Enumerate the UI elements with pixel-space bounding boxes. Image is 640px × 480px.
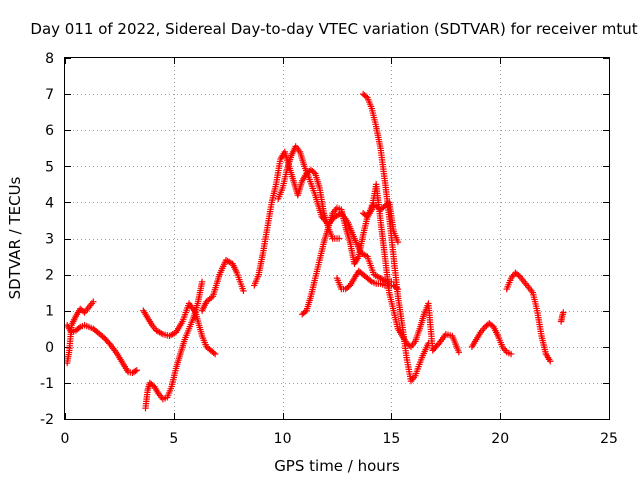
- series-arc-m: [503, 269, 554, 365]
- x-tick-label: 20: [491, 431, 509, 447]
- data-point: [106, 340, 113, 347]
- series-arc-h: [298, 199, 402, 318]
- data-point: [301, 308, 309, 316]
- y-tick-label: 5: [45, 159, 54, 175]
- y-tick-label: 7: [45, 87, 54, 103]
- tick-labels: 0 5 10 15 20 25 -2 -1 0 1 2 3 4 5 6 7 8: [40, 51, 618, 447]
- y-tick-label: -1: [40, 376, 54, 392]
- data-point: [75, 324, 82, 332]
- chart-title: Day 011 of 2022, Sidereal Day-to-day VTE…: [30, 20, 637, 38]
- y-tick-label: 3: [45, 232, 54, 248]
- y-tick-label: 0: [45, 340, 54, 356]
- series-arc-i: [333, 267, 402, 293]
- data-point: [507, 350, 515, 358]
- data-point: [132, 367, 139, 375]
- data-point: [406, 342, 413, 349]
- x-tick-label: 10: [274, 431, 292, 447]
- x-axis-label: GPS time / hours: [274, 457, 400, 475]
- y-tick-label: 8: [45, 51, 54, 67]
- data-point: [515, 272, 522, 279]
- series-arc-d: [142, 278, 206, 412]
- series-arc-f: [251, 148, 343, 289]
- data-point: [210, 349, 217, 357]
- y-tick-label: 4: [45, 195, 54, 211]
- data-point: [79, 308, 87, 315]
- data-point: [434, 341, 442, 348]
- data-point: [211, 350, 219, 358]
- data-point: [90, 298, 97, 305]
- series-arc-n: [557, 309, 567, 325]
- data-point: [133, 367, 141, 374]
- data-point: [335, 235, 343, 242]
- data-point: [367, 277, 374, 284]
- data-point: [547, 358, 554, 365]
- y-axis-label: SDTVAR / TECUs: [6, 176, 24, 299]
- x-tick-label: 15: [382, 431, 400, 447]
- y-tick-label: 2: [45, 268, 54, 284]
- data-point: [310, 169, 317, 176]
- series-arc-a: [63, 321, 141, 376]
- data-point: [394, 238, 402, 246]
- series-arc-b: [63, 298, 97, 367]
- series-arc-c: [140, 300, 219, 358]
- data-point: [362, 93, 370, 100]
- data-point: [560, 309, 567, 316]
- series-arc-k: [359, 181, 463, 356]
- x-tick-label: 25: [600, 431, 618, 447]
- data-points: [63, 90, 567, 412]
- series-arc-e: [198, 256, 247, 314]
- data-point: [455, 349, 463, 356]
- series-arc-l: [468, 320, 515, 358]
- data-point: [240, 287, 247, 295]
- y-tick-label: 1: [45, 304, 54, 320]
- y-tick-label: -2: [40, 412, 54, 428]
- y-tick-label: 6: [45, 123, 54, 139]
- x-tick-label: 5: [169, 431, 178, 447]
- plot-frame: [64, 57, 610, 420]
- data-point: [198, 278, 206, 286]
- series-arc-j: [359, 90, 432, 385]
- x-tick-label: 0: [61, 431, 70, 447]
